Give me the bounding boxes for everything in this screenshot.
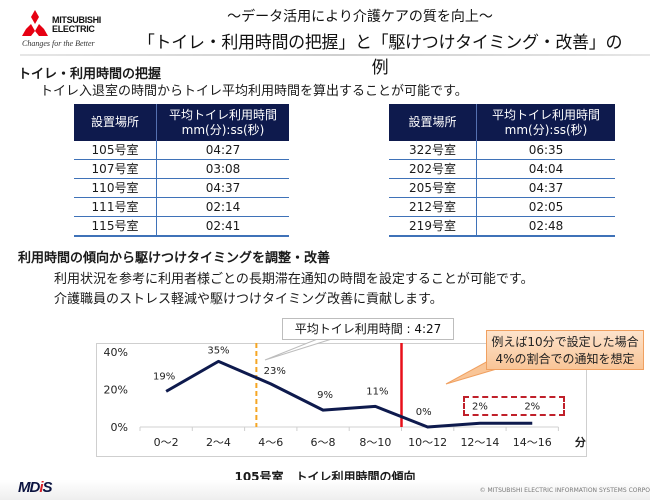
table-row: 115号室 02:41: [74, 216, 289, 237]
column-header-avg-time-line1: 平均トイレ利用時間: [491, 107, 600, 122]
x-tick-label: 8～10: [359, 436, 391, 449]
table-header-row: 設置場所 平均トイレ利用時間 mm(分):ss(秒): [389, 104, 615, 141]
data-label: 0%: [416, 407, 432, 418]
usage-table-left: 設置場所 平均トイレ利用時間 mm(分):ss(秒) 105号室 04:27 10…: [74, 104, 289, 237]
three-diamonds-icon: [22, 10, 48, 36]
time-cell: 04:37: [476, 178, 615, 198]
mdis-logo-part3: S: [42, 479, 53, 496]
x-tick-label: 10～12: [408, 436, 447, 449]
table-header-row: 設置場所 平均トイレ利用時間 mm(分):ss(秒): [74, 104, 289, 141]
room-cell: 212号室: [389, 197, 477, 217]
page-title: 「トイレ・利用時間の把握」と「駆けつけタイミング・改善」の例: [137, 33, 623, 78]
room-cell: 110号室: [74, 178, 157, 198]
table-row: 107号室 03:08: [74, 159, 289, 179]
logo-company-line1: MITSUBISHI: [52, 15, 102, 25]
time-cell: 03:08: [156, 159, 289, 179]
time-cell: 04:04: [476, 159, 615, 179]
time-cell: 06:35: [476, 141, 615, 160]
mdis-logo-part1: MD: [18, 479, 40, 496]
usage-table-right: 設置場所 平均トイレ利用時間 mm(分):ss(秒) 322号室 06:35 20…: [389, 104, 615, 237]
series-line: [165, 359, 533, 429]
data-label: 2%: [524, 401, 540, 412]
room-cell: 111号室: [74, 197, 157, 217]
y-tick-label: 40%: [104, 346, 128, 359]
axis-layer: 0% 20% 40% 0～2 2～4 4～6 6～8 8～10 10～12 12～14 14～16 分: [104, 346, 586, 449]
time-cell: 04:27: [156, 141, 289, 160]
table-row: 110号室 04:37: [74, 178, 289, 198]
column-header-location: 設置場所: [74, 104, 157, 141]
average-time-callout: 平均トイレ利用時間 : 4:27: [282, 318, 454, 340]
section2-heading: 利用時間の傾向から駆けつけタイミングを調整・改善: [18, 251, 331, 266]
section1-description: トイレ入退室の時間からトイレ平均利用時間を算出することが可能です。: [40, 84, 468, 99]
logo-tagline: Changes for the Better: [22, 39, 95, 48]
time-cell: 02:41: [156, 216, 289, 237]
column-header-location: 設置場所: [389, 104, 477, 141]
page-subtitle: ～データ活用により介護ケアの質を向上～: [227, 9, 493, 25]
x-tick-label: 12～14: [460, 436, 499, 449]
room-cell: 107号室: [74, 159, 157, 179]
notification-example-line1: 例えば10分で設定した場合: [491, 335, 639, 349]
table-row: 202号室 04:04: [389, 159, 615, 179]
average-callout-pointer: [264, 337, 336, 361]
marker-layer: [255, 343, 403, 427]
x-tick-label: 2～4: [206, 436, 231, 449]
x-tick-label: 14～16: [513, 436, 552, 449]
mitsubishi-electric-logo: MITSUBISHI ELECTRIC Changes for the Bett…: [22, 10, 132, 50]
data-label: 19%: [153, 371, 175, 382]
notification-example-callout: 例えば10分で設定した場合 4%の割合での通知を想定: [486, 330, 644, 370]
highlight-dashed-box: [463, 396, 565, 416]
data-label: 11%: [366, 386, 388, 397]
header-divider: [20, 54, 650, 56]
section2-description-line1: 利用状況を参考に利用者様ごとの長期滞在通知の時間を設定することが可能です。: [54, 272, 534, 287]
data-label: 2%: [472, 401, 488, 412]
copyright-notice: © MITSUBISHI ELECTRIC INFORMATION SYSTEM…: [479, 487, 650, 494]
notification-example-line2: 4%の割合での通知を想定: [495, 352, 635, 366]
time-cell: 04:37: [156, 178, 289, 198]
column-header-avg-time: 平均トイレ利用時間 mm(分):ss(秒): [156, 104, 289, 141]
table-row: 212号室 02:05: [389, 197, 615, 217]
room-cell: 322号室: [389, 141, 477, 160]
x-tick-label: 0～2: [154, 436, 179, 449]
room-cell: 115号室: [74, 216, 157, 237]
column-header-avg-time: 平均トイレ利用時間 mm(分):ss(秒): [476, 104, 615, 141]
x-axis-unit-label: 分: [575, 435, 586, 449]
label-layer: 19% 35% 23% 9% 11% 0% 2% 2%: [153, 345, 540, 418]
callout-pointers: [264, 337, 502, 385]
section1-heading: トイレ・利用時間の把握: [18, 67, 162, 82]
table-row: 322号室 06:35: [389, 141, 615, 160]
room-cell: 105号室: [74, 141, 157, 160]
data-label: 23%: [264, 366, 286, 377]
time-cell: 02:14: [156, 197, 289, 217]
mdis-logo: MDiS: [18, 479, 53, 496]
table-row: 111号室 02:14: [74, 197, 289, 217]
data-label: 35%: [207, 345, 229, 356]
table-row: 105号室 04:27: [74, 141, 289, 160]
table-row: 205号室 04:37: [389, 178, 615, 198]
column-header-avg-time-line1: 平均トイレ利用時間: [168, 107, 277, 122]
data-label: 9%: [317, 390, 333, 401]
column-header-avg-time-line2: mm(分):ss(秒): [504, 122, 588, 137]
room-cell: 219号室: [389, 216, 477, 237]
room-cell: 202号室: [389, 159, 477, 179]
footer-bar: [0, 480, 650, 500]
y-tick-label: 20%: [104, 384, 128, 397]
x-tick-label: 6～8: [311, 436, 336, 449]
column-header-avg-time-line2: mm(分):ss(秒): [181, 122, 265, 137]
y-tick-label: 0%: [111, 421, 128, 434]
time-cell: 02:05: [476, 197, 615, 217]
x-tick-label: 4～6: [258, 436, 283, 449]
series-layer: [165, 359, 533, 429]
logo-company-line2: ELECTRIC: [52, 24, 95, 34]
section2-description-line2: 介護職員のストレス軽減や駆けつけタイミング改善に貢献します。: [54, 292, 443, 307]
time-cell: 02:48: [476, 216, 615, 237]
room-cell: 205号室: [389, 178, 477, 198]
mdis-logo-part2: i: [39, 479, 43, 496]
table-row: 219号室 02:48: [389, 216, 615, 237]
